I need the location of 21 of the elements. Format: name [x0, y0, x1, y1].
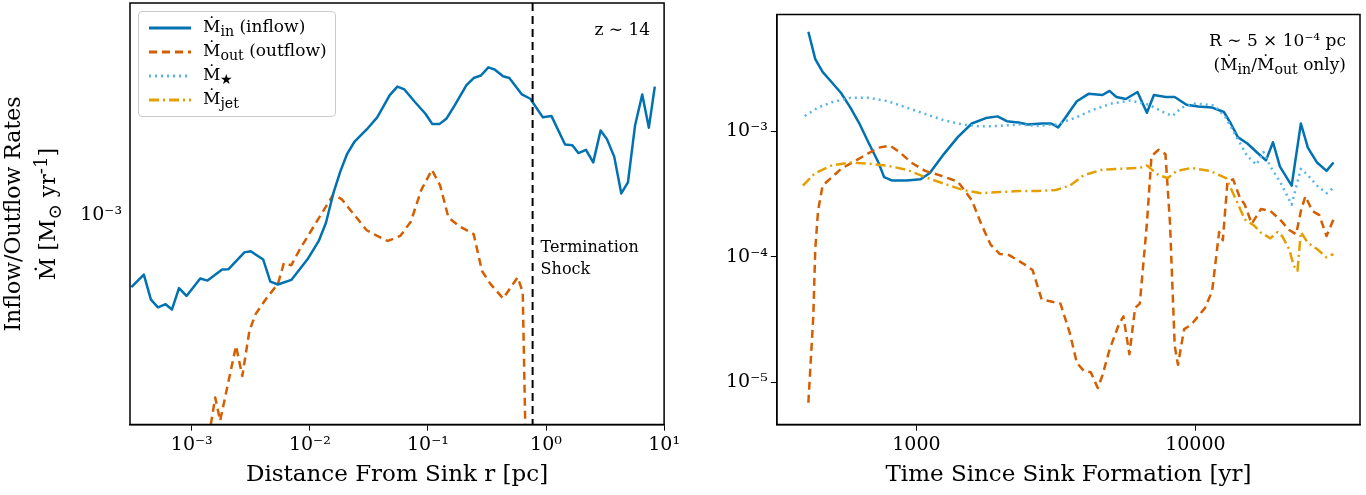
ref-line-label: Termination Shock [540, 236, 639, 278]
legend-label: Ṁ$_{out}$ (outflow) [203, 40, 327, 64]
text: z ∼ 14 [594, 18, 651, 41]
x-tick-label: 10000 [1165, 431, 1226, 454]
text: 10⁻³ [80, 201, 122, 224]
y-tick-label: 10⁻³ [725, 118, 768, 141]
x-tick-label: 1000 [892, 431, 941, 454]
x-axis-title: Distance From Sink r [pc] [245, 460, 549, 487]
annotation: R ∼ 5 × 10⁻⁴ pc [1209, 29, 1346, 53]
legend-label: Ṁ$_{★}$ [203, 64, 234, 88]
y-tick-label: 10⁻⁵ [725, 369, 768, 392]
annotation: (Ṁ$_{in}$/Ṁ$_{out}$ only) [1212, 53, 1346, 80]
x-tick-label: 10⁻³ [170, 431, 213, 454]
x-tick-label: 10¹ [648, 431, 680, 454]
legend-label: Ṁ$_{in}$ (inflow) [203, 16, 306, 40]
y-tick-label: 10⁻⁴ [725, 243, 769, 266]
legend-label: Ṁ$_{jet}$ [203, 88, 239, 112]
x-axis-title: Time Since Sink Formation [yr] [885, 460, 1252, 487]
x-tick-label: 10⁻² [288, 431, 331, 454]
x-tick-label: 10⁰ [530, 431, 563, 454]
x-tick-label: 10⁻¹ [407, 431, 449, 454]
